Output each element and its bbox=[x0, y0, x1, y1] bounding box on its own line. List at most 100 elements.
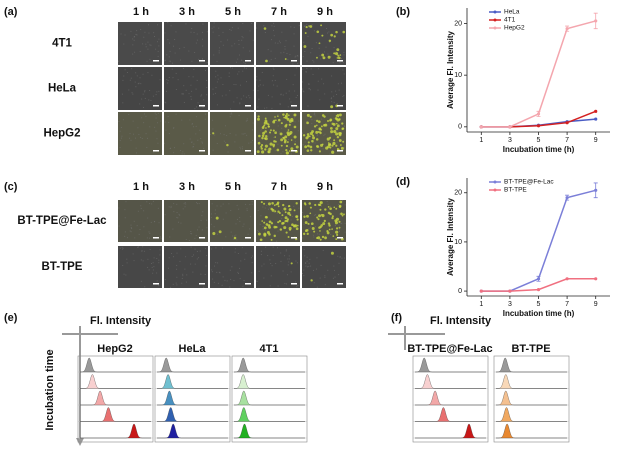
texture bbox=[290, 101, 292, 103]
fluorescence bbox=[315, 119, 319, 123]
row-label: HepG2 bbox=[43, 128, 80, 140]
texture bbox=[190, 98, 192, 100]
texture bbox=[179, 214, 181, 216]
texture bbox=[182, 208, 184, 210]
texture bbox=[157, 142, 159, 144]
texture bbox=[312, 234, 314, 236]
texture bbox=[294, 117, 296, 119]
fluorescence bbox=[335, 227, 339, 230]
texture bbox=[137, 83, 139, 85]
texture bbox=[321, 78, 323, 80]
texture bbox=[214, 209, 216, 211]
fluorescence bbox=[293, 135, 297, 139]
fluorescence bbox=[331, 144, 334, 147]
texture bbox=[271, 80, 273, 82]
fluorescence bbox=[263, 221, 266, 224]
texture bbox=[331, 97, 333, 99]
scale-bar bbox=[199, 105, 205, 107]
texture bbox=[319, 99, 321, 101]
texture bbox=[169, 50, 171, 52]
texture bbox=[313, 112, 315, 114]
texture bbox=[344, 222, 346, 224]
point bbox=[479, 289, 483, 293]
texture bbox=[230, 210, 232, 212]
texture bbox=[302, 90, 304, 92]
fluorescence bbox=[274, 210, 277, 213]
texture bbox=[338, 228, 340, 230]
fluorescence bbox=[338, 220, 341, 223]
texture bbox=[339, 231, 341, 233]
fluorescence bbox=[319, 208, 322, 211]
texture bbox=[167, 79, 169, 81]
texture bbox=[233, 280, 235, 282]
fluorescence bbox=[291, 120, 294, 122]
texture bbox=[343, 125, 345, 127]
fluorescence bbox=[334, 221, 339, 225]
micrograph bbox=[256, 112, 300, 155]
texture bbox=[185, 256, 187, 258]
fluorescence bbox=[260, 145, 263, 148]
texture bbox=[180, 222, 182, 224]
texture bbox=[193, 143, 195, 145]
texture bbox=[226, 280, 228, 282]
texture bbox=[210, 133, 212, 135]
texture bbox=[131, 92, 133, 94]
fluorescence bbox=[257, 115, 260, 118]
texture bbox=[229, 90, 231, 92]
x-tick-label: 3 bbox=[508, 301, 512, 308]
histogram bbox=[415, 390, 486, 406]
texture bbox=[151, 266, 153, 268]
x-axis-label: Incubation time (h) bbox=[503, 145, 575, 154]
x-tick-label: 7 bbox=[565, 137, 569, 144]
micrograph bbox=[302, 246, 346, 288]
texture bbox=[136, 225, 138, 227]
texture bbox=[318, 233, 320, 235]
texture bbox=[211, 203, 213, 205]
texture bbox=[204, 274, 206, 276]
texture bbox=[168, 267, 170, 269]
image-bg bbox=[164, 200, 208, 242]
fluorescence bbox=[263, 121, 267, 125]
texture bbox=[155, 130, 157, 132]
texture bbox=[251, 149, 253, 151]
texture bbox=[331, 214, 333, 216]
texture bbox=[173, 152, 175, 154]
fluorescence bbox=[267, 202, 271, 206]
texture bbox=[210, 216, 212, 218]
fluorescence bbox=[319, 225, 322, 229]
fluorescence bbox=[282, 113, 285, 116]
texture bbox=[264, 207, 266, 209]
x-tick-label: 7 bbox=[565, 301, 569, 308]
micrograph bbox=[118, 22, 162, 65]
texture bbox=[206, 219, 208, 221]
texture bbox=[251, 201, 253, 203]
texture bbox=[148, 99, 150, 101]
fluorescence bbox=[256, 150, 260, 154]
texture bbox=[175, 282, 177, 284]
texture bbox=[202, 45, 204, 47]
texture bbox=[290, 153, 292, 155]
fluorescence bbox=[303, 45, 307, 48]
texture bbox=[158, 90, 160, 92]
texture bbox=[197, 139, 199, 141]
fluorescence bbox=[261, 136, 264, 140]
texture bbox=[291, 215, 293, 217]
texture bbox=[219, 47, 221, 49]
texture bbox=[168, 206, 170, 208]
x-tick-label: 5 bbox=[537, 301, 541, 308]
texture bbox=[225, 212, 227, 214]
texture bbox=[216, 104, 218, 106]
texture bbox=[199, 250, 201, 252]
texture bbox=[124, 209, 126, 211]
fluorescence bbox=[308, 25, 310, 27]
texture bbox=[325, 46, 327, 48]
fluorescence bbox=[285, 151, 289, 155]
texture bbox=[252, 89, 254, 91]
texture bbox=[303, 269, 305, 271]
texture bbox=[235, 223, 237, 225]
fluorescence bbox=[277, 205, 280, 208]
texture bbox=[274, 57, 276, 59]
texture bbox=[288, 90, 290, 92]
fluorescence bbox=[287, 114, 290, 117]
texture bbox=[317, 80, 319, 82]
